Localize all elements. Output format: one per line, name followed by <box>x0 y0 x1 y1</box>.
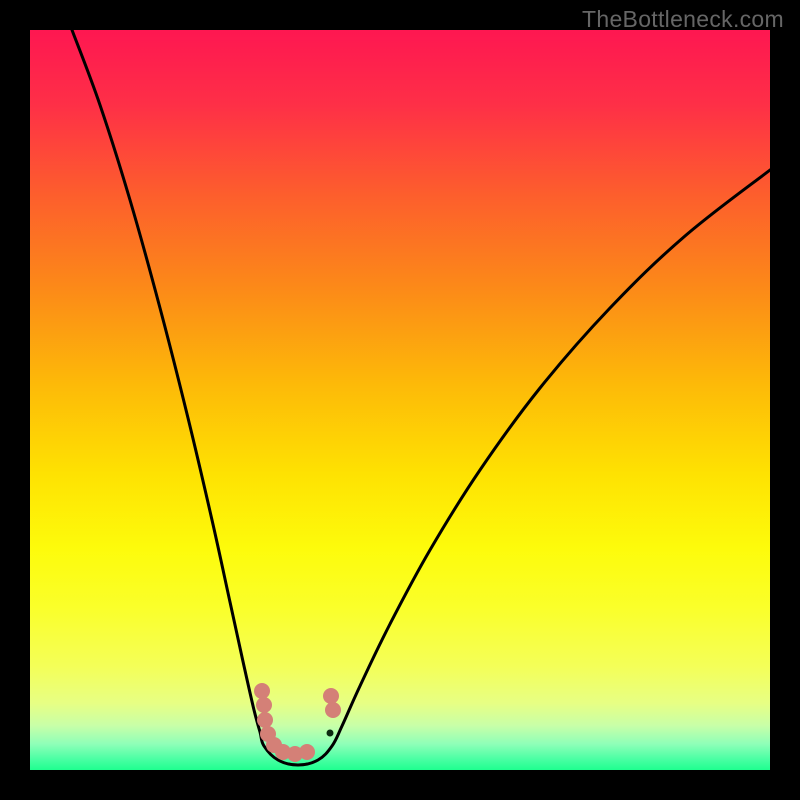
marker-dot <box>299 744 315 760</box>
valley-dot <box>327 730 334 737</box>
bottleneck-curve-layer <box>30 30 770 770</box>
marker-dot <box>323 688 339 704</box>
marker-dot <box>257 712 273 728</box>
chart-frame <box>30 30 770 770</box>
watermark-text: TheBottleneck.com <box>582 6 784 33</box>
marker-dot <box>256 697 272 713</box>
marker-dot <box>254 683 270 699</box>
bottleneck-curve <box>72 30 770 765</box>
marker-dot <box>325 702 341 718</box>
